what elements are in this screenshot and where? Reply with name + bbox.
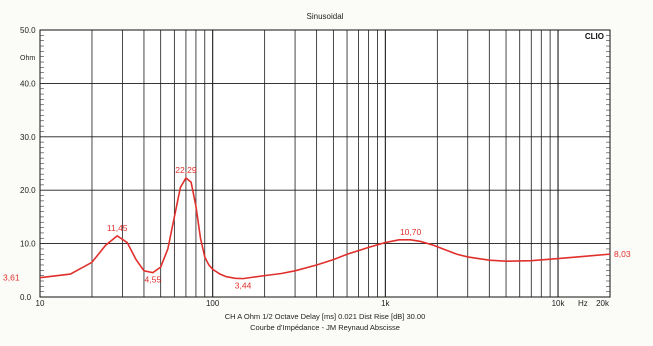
- x-tick-label: 1k: [381, 299, 390, 308]
- footer-line-2: Courbe d'Impédance - JM Reynaud Abscisse: [250, 323, 400, 332]
- data-label: 11,45: [107, 223, 128, 233]
- chart-title: Sinusoidal: [307, 12, 344, 21]
- x-tick-label: 20k: [596, 299, 610, 308]
- x-unit-label: Hz: [578, 299, 588, 308]
- impedance-curve: [39, 176, 611, 280]
- data-label: 4,55: [145, 275, 162, 285]
- data-label: 10,70: [400, 227, 422, 237]
- clio-logo: CLIO: [585, 32, 604, 41]
- data-label: 3,44: [235, 281, 252, 291]
- plot-area: [39, 29, 611, 298]
- y-tick-label: 30.0: [20, 133, 36, 142]
- data-label: 3,61: [3, 273, 20, 283]
- x-tick-label: 10: [36, 299, 45, 308]
- y-axis-label: Ohm: [20, 55, 35, 62]
- y-tick-label: 50.0: [20, 26, 36, 35]
- y-tick-label: 40.0: [20, 79, 36, 88]
- y-tick-label: 10.0: [20, 240, 36, 249]
- footer-line-1: CH A Ohm 1/2 Octave Delay [ms] 0.021 Dis…: [225, 312, 426, 321]
- x-tick-label: 100: [206, 299, 220, 308]
- data-label: 8,03: [614, 249, 631, 259]
- y-tick-label: 0.0: [20, 293, 32, 302]
- y-tick-label: 20.0: [20, 186, 36, 195]
- data-label: 22,29: [175, 165, 197, 175]
- x-tick-label: 10k: [552, 299, 566, 308]
